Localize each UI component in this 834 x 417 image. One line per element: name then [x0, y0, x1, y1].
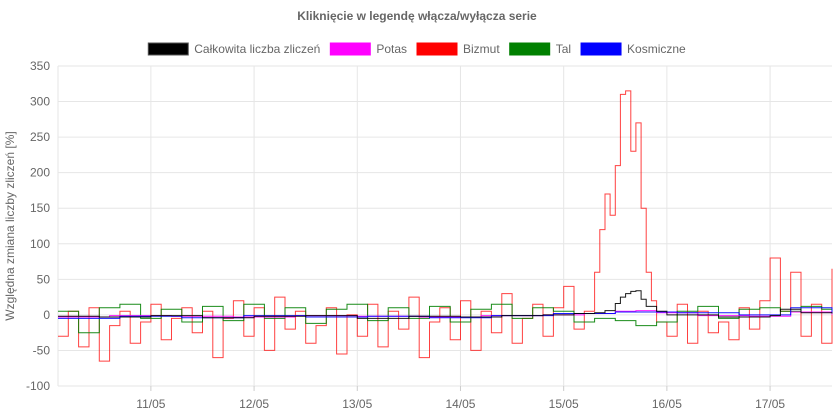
x-tick-label: 12/05: [239, 397, 269, 411]
legend-label: Całkowita liczba zliczeń: [194, 42, 320, 56]
legend-item-4[interactable]: Kosmiczne: [580, 42, 686, 56]
x-tick-label: 16/05: [652, 397, 682, 411]
legend-item-3[interactable]: Tal: [509, 42, 571, 56]
series-group: [58, 90, 833, 362]
y-tick-label: 350: [30, 59, 50, 73]
y-tick-label: 250: [30, 130, 50, 144]
y-axis: -100 -50 0 50 100 150 200 250 300 350: [26, 59, 50, 393]
y-tick-label: 100: [30, 237, 50, 251]
legend-item-0[interactable]: Całkowita liczba zliczeń: [147, 42, 320, 56]
y-tick-label: 50: [37, 272, 51, 286]
y-tick-label: 150: [30, 201, 50, 215]
y-tick-label: -100: [26, 379, 50, 393]
y-tick-label: -50: [33, 343, 51, 357]
legend-swatch: [147, 42, 189, 56]
x-tick-label: 14/05: [445, 397, 475, 411]
legend-swatch: [580, 42, 622, 56]
legend-swatch: [416, 42, 458, 56]
series-line-0: [58, 290, 833, 319]
legend-swatch: [329, 42, 371, 56]
legend-label: Kosmiczne: [627, 42, 686, 56]
grid: [57, 65, 832, 387]
y-tick-label: 300: [30, 95, 50, 109]
y-tick-label: 200: [30, 166, 50, 180]
legend-label: Tal: [556, 42, 571, 56]
x-tick-label: 11/05: [136, 397, 165, 411]
x-tick-label: 15/05: [549, 397, 579, 411]
y-tick-label: 0: [43, 308, 50, 322]
legend-swatch: [509, 42, 551, 56]
x-axis: 11/05 12/05 13/05 14/05 15/05 16/05 17/05: [136, 386, 785, 411]
x-tick-label: 13/05: [342, 397, 372, 411]
legend-label: Bizmut: [463, 42, 500, 56]
legend: Całkowita liczba zliczeń Potas Bizmut Tal Ko…: [147, 42, 686, 56]
legend-item-2[interactable]: Bizmut: [416, 42, 500, 56]
series-line-2: [58, 90, 833, 362]
legend-label: Potas: [376, 42, 407, 56]
y-axis-label: Względna zmiana liczby zliczeń [%]: [3, 131, 17, 320]
x-tick-label: 17/05: [755, 397, 785, 411]
chart-title: Kliknięcie w legendę włącza/wyłącza seri…: [297, 9, 537, 23]
series-line-3: [58, 303, 833, 334]
legend-item-1[interactable]: Potas: [329, 42, 407, 56]
